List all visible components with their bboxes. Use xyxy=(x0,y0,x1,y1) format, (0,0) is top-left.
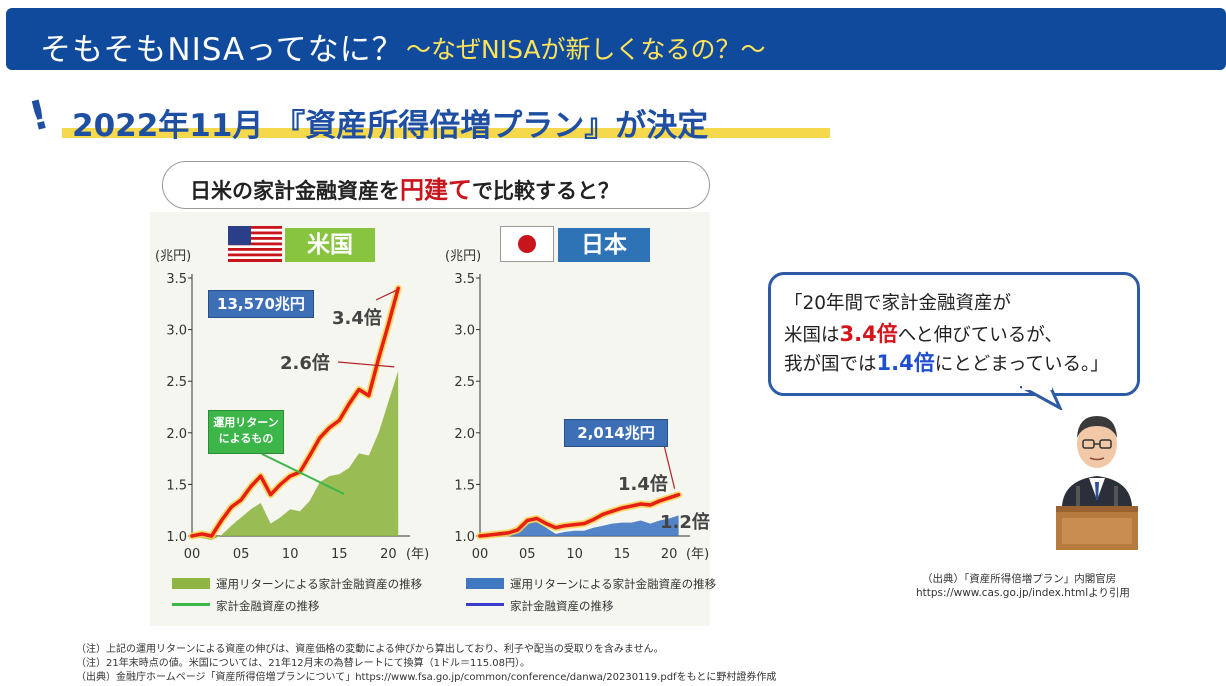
jp-ytick-label: 2.0 xyxy=(454,427,475,442)
jp-xtick-label: 05 xyxy=(519,547,536,562)
legend-label-jp-total: 家計金融資産の推移 xyxy=(510,599,614,613)
us-x-unit: (年) xyxy=(406,547,429,562)
us-ytick-label: 2.5 xyxy=(166,375,187,390)
japan-flag-icon xyxy=(500,226,554,262)
legend-swatch-jp-return xyxy=(466,578,504,589)
legend-label-us-return: 運用リターンによる家計金融資産の推移 xyxy=(216,577,423,591)
us-total-pointer xyxy=(375,289,397,301)
jp-total-pointer xyxy=(663,444,676,489)
us-ytick-label: 3.5 xyxy=(166,272,187,287)
jp-country-label: 日本 xyxy=(558,228,650,262)
return-callout-line2: によるもの xyxy=(218,432,274,445)
jp-xtick-label: 10 xyxy=(566,547,583,562)
us-total-line xyxy=(190,286,400,538)
banner-subtitle: ～なぜNISAが新しくなるの？～ xyxy=(406,35,766,64)
us-xtick-label: 15 xyxy=(331,547,348,562)
jp-total-line xyxy=(478,492,681,538)
us-xtick-label: 05 xyxy=(233,547,250,562)
legend-label-us-total: 家計金融資産の推移 xyxy=(216,599,320,613)
us-xtick-label: 00 xyxy=(184,547,201,562)
legend-swatch-jp-total xyxy=(466,603,504,606)
jp-xtick-label: 00 xyxy=(472,547,489,562)
jp-ytick-label: 3.0 xyxy=(454,324,475,339)
speech-bubble xyxy=(768,272,1140,396)
compare-question: 日米の家計金融資産を円建てで比較すると？ xyxy=(190,170,619,205)
return-callout: 運用リターン によるもの xyxy=(208,410,284,454)
quote-line-2-post: へと伸びているが、 xyxy=(897,325,1063,346)
us-ytick-label: 3.0 xyxy=(166,324,187,339)
quote-line-3-post: にとどまっている。」 xyxy=(934,354,1109,375)
title-banner: そもそもNISAってなに？ ～なぜNISAが新しくなるの？～ xyxy=(6,8,1226,70)
jp-x-unit: (年) xyxy=(686,547,709,562)
quote-jp-multiplier: 1.4倍 xyxy=(876,351,935,375)
jp-total-callout: 2,014兆円 xyxy=(564,419,668,447)
quote-line-3: 我が国では1.4倍にとどまっている。」 xyxy=(784,347,1109,377)
jp-ytick-label: 3.5 xyxy=(454,272,475,287)
banner-title: そもそもNISAってなに？ xyxy=(40,32,404,68)
jp-ytick-label: 1.0 xyxy=(454,530,475,545)
us-total-multiplier: 3.4倍 xyxy=(332,308,382,329)
legend-swatch-us-return xyxy=(172,578,210,589)
source-line-1: （出典）「資産所得倍増プラン」内閣官房 xyxy=(922,573,1117,585)
return-callout-line1: 運用リターン xyxy=(213,416,279,429)
jp-y-unit: (兆円) xyxy=(445,249,481,264)
jp-total-multiplier: 1.4倍 xyxy=(618,474,668,495)
us-country-label: 米国 xyxy=(285,228,375,262)
footnote-2: （注）21年末時点の値。米国については、21年12月末の為替レートにて換算（1ド… xyxy=(76,658,531,669)
presenter-illustration xyxy=(1056,416,1138,550)
us-ytick-label: 1.0 xyxy=(166,530,187,545)
us-ytick-label: 1.5 xyxy=(166,478,187,493)
jp-xtick-label: 15 xyxy=(614,547,631,562)
us-xtick-label: 20 xyxy=(380,547,397,562)
us-return-pointer xyxy=(337,361,395,368)
jp-ytick-label: 2.5 xyxy=(454,375,475,390)
speech-bubble-tail xyxy=(1020,386,1063,410)
footnote-1: （注）上記の運用リターンによる資産の伸びは、資産価格の変動による伸びから算出して… xyxy=(76,644,664,655)
compare-pill xyxy=(162,161,710,209)
quote-line-2: 米国は3.4倍へと伸びているが、 xyxy=(784,318,1063,348)
jp-xtick-label: 20 xyxy=(661,547,678,562)
return-callout-pointer xyxy=(261,453,345,495)
heading-underline xyxy=(62,128,830,138)
us-ytick-label: 2.0 xyxy=(166,427,187,442)
quote-line-1: 「20年間で家計金融資産が xyxy=(784,293,1012,314)
jp-return-area xyxy=(480,515,679,537)
legend-swatch-us-total xyxy=(172,603,210,606)
quote-us-multiplier: 3.4倍 xyxy=(839,322,898,346)
legend-label-jp-return: 運用リターンによる家計金融資産の推移 xyxy=(510,577,717,591)
compare-suffix: で比較すると？ xyxy=(472,179,619,203)
source-line-2: https://www.cas.go.jp/index.htmlより引用 xyxy=(916,587,1130,599)
quote-line-3-pre: 我が国では xyxy=(784,354,877,375)
us-total-callout: 13,570兆円 xyxy=(208,290,314,318)
us-y-unit: (兆円) xyxy=(155,249,191,264)
us-return-multiplier: 2.6倍 xyxy=(280,353,330,374)
us-xtick-label: 10 xyxy=(282,547,299,562)
quote-line-2-pre: 米国は xyxy=(784,325,840,346)
footnote-3: （出典）金融庁ホームページ「資産所得倍増プランについて」https://www.… xyxy=(76,672,777,683)
jp-ytick-label: 1.5 xyxy=(454,478,475,493)
compare-highlight: 円建て xyxy=(400,176,472,204)
us-flag-icon xyxy=(228,226,282,262)
section-heading: 2022年11月 『資産所得倍増プラン』が決定 xyxy=(72,108,709,144)
compare-prefix: 日米の家計金融資産を xyxy=(190,179,400,203)
jp-return-multiplier: 1.2倍 xyxy=(660,512,710,533)
us-return-area xyxy=(192,370,399,541)
